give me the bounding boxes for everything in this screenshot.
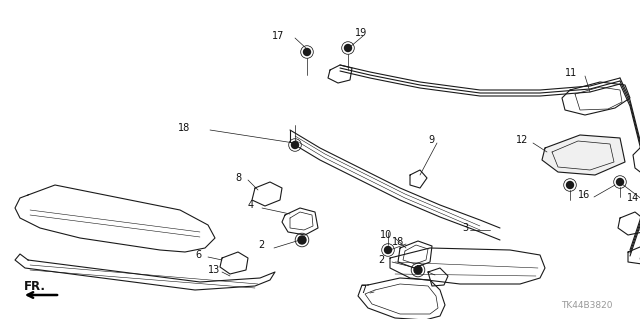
Text: 7: 7 [360,285,366,295]
Text: 16: 16 [578,190,590,200]
Text: 18: 18 [178,123,190,133]
Text: 2: 2 [258,240,264,250]
Text: 14: 14 [627,193,639,203]
Text: 18: 18 [392,237,404,247]
Text: 12: 12 [516,135,529,145]
Text: 3: 3 [462,223,468,233]
Text: 2: 2 [378,255,384,265]
Circle shape [385,247,392,254]
Text: 6: 6 [195,250,201,260]
Circle shape [414,266,422,274]
Text: 9: 9 [428,135,434,145]
Text: TK44B3820: TK44B3820 [561,301,613,310]
Polygon shape [542,135,625,175]
Circle shape [344,44,351,51]
Circle shape [303,48,310,56]
Text: 11: 11 [565,68,577,78]
Text: 19: 19 [355,28,367,38]
Text: FR.: FR. [24,280,46,293]
Text: 17: 17 [272,31,284,41]
Circle shape [616,179,623,186]
Text: 4: 4 [248,200,254,210]
Circle shape [291,142,298,149]
Text: 10: 10 [380,230,392,240]
Circle shape [566,182,573,189]
Text: 13: 13 [208,265,220,275]
Text: 5: 5 [415,265,421,275]
Circle shape [298,236,306,244]
Text: 8: 8 [235,173,241,183]
